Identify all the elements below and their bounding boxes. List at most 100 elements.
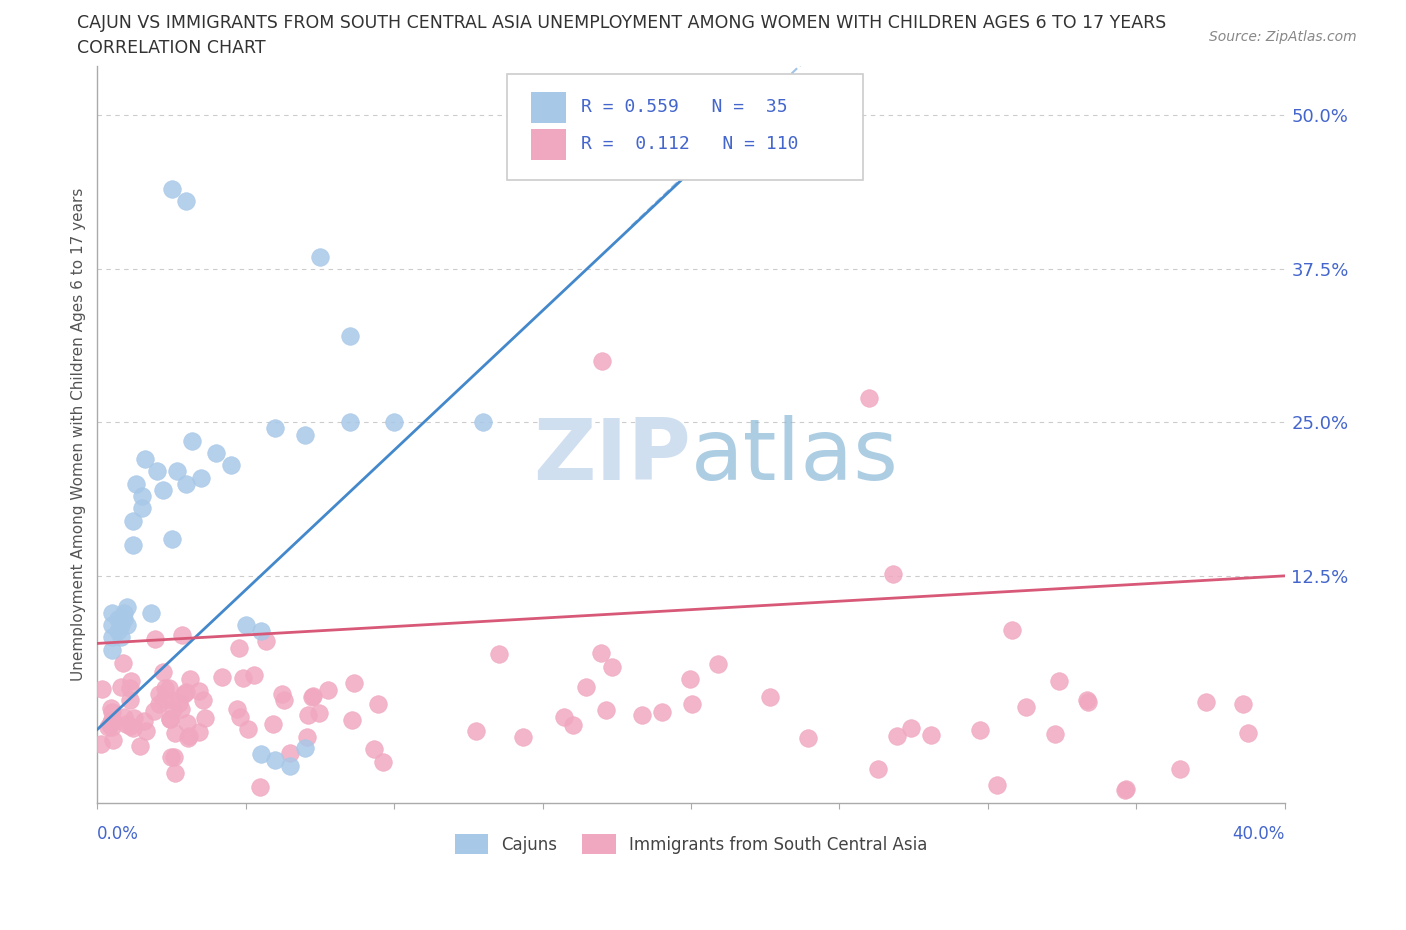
- Point: [759, 689, 782, 704]
- Point: [1168, 762, 1191, 777]
- Point: [120, 718, 142, 733]
- Point: [157, 681, 180, 696]
- Point: [134, 452, 156, 467]
- Point: [591, 353, 613, 368]
- Point: [100, 714, 122, 729]
- Point: [1001, 623, 1024, 638]
- Point: [163, 750, 186, 764]
- Point: [188, 724, 211, 739]
- Point: [297, 708, 319, 723]
- Point: [986, 777, 1008, 792]
- Point: [229, 710, 252, 724]
- Point: [219, 458, 242, 472]
- Text: CORRELATION CHART: CORRELATION CHART: [77, 39, 266, 57]
- Point: [1076, 693, 1098, 708]
- Point: [103, 733, 125, 748]
- Point: [91, 682, 114, 697]
- Bar: [530, 128, 567, 160]
- Point: [118, 681, 141, 696]
- Point: [707, 657, 730, 671]
- Point: [651, 705, 673, 720]
- Point: [107, 624, 129, 639]
- Legend: Cajuns, Immigrants from South Central Asia: Cajuns, Immigrants from South Central As…: [449, 828, 934, 861]
- Point: [114, 716, 136, 731]
- Point: [294, 427, 316, 442]
- Point: [100, 712, 122, 727]
- Point: [1015, 699, 1038, 714]
- Point: [1237, 725, 1260, 740]
- Point: [96, 720, 118, 735]
- Point: [143, 703, 166, 718]
- Point: [969, 723, 991, 737]
- Point: [179, 671, 201, 686]
- Point: [595, 702, 617, 717]
- Point: [600, 659, 623, 674]
- Point: [166, 464, 188, 479]
- Point: [90, 737, 112, 751]
- Point: [900, 721, 922, 736]
- Point: [262, 716, 284, 731]
- Point: [886, 728, 908, 743]
- Point: [122, 711, 145, 725]
- Point: [176, 685, 198, 700]
- Point: [110, 680, 132, 695]
- Point: [188, 684, 211, 698]
- Point: [131, 501, 153, 516]
- Point: [181, 433, 204, 448]
- Point: [112, 710, 135, 724]
- Point: [301, 689, 323, 704]
- Point: [273, 693, 295, 708]
- Point: [371, 755, 394, 770]
- Point: [575, 680, 598, 695]
- Point: [1114, 782, 1136, 797]
- Point: [1195, 695, 1218, 710]
- Point: [112, 605, 135, 620]
- Point: [1077, 695, 1099, 710]
- Point: [101, 605, 124, 620]
- Text: 40.0%: 40.0%: [1232, 825, 1285, 844]
- Point: [882, 566, 904, 581]
- Point: [295, 730, 318, 745]
- Point: [153, 681, 176, 696]
- Point: [225, 702, 247, 717]
- Point: [135, 724, 157, 738]
- Point: [382, 415, 405, 430]
- Point: [162, 702, 184, 717]
- Point: [120, 693, 142, 708]
- Point: [148, 687, 170, 702]
- Text: Source: ZipAtlas.com: Source: ZipAtlas.com: [1209, 30, 1357, 44]
- Point: [512, 729, 534, 744]
- Point: [308, 705, 330, 720]
- Point: [367, 697, 389, 711]
- Point: [152, 691, 174, 706]
- Point: [160, 693, 183, 708]
- Point: [172, 627, 194, 642]
- Point: [340, 713, 363, 728]
- Point: [1043, 727, 1066, 742]
- Point: [561, 717, 583, 732]
- Point: [271, 687, 294, 702]
- Point: [316, 683, 339, 698]
- Point: [122, 513, 145, 528]
- Point: [165, 765, 187, 780]
- Point: [100, 700, 122, 715]
- Point: [249, 624, 271, 639]
- Text: ZIP: ZIP: [533, 415, 690, 498]
- Point: [249, 747, 271, 762]
- Point: [343, 676, 366, 691]
- Point: [132, 714, 155, 729]
- Point: [264, 421, 287, 436]
- Point: [125, 476, 148, 491]
- Point: [131, 488, 153, 503]
- Point: [101, 704, 124, 719]
- Point: [101, 642, 124, 657]
- Point: [278, 745, 301, 760]
- Point: [553, 710, 575, 724]
- Point: [591, 645, 613, 660]
- Point: [107, 611, 129, 626]
- Point: [139, 605, 162, 620]
- Point: [249, 779, 271, 794]
- Point: [472, 415, 495, 430]
- Point: [194, 711, 217, 725]
- Point: [177, 728, 200, 743]
